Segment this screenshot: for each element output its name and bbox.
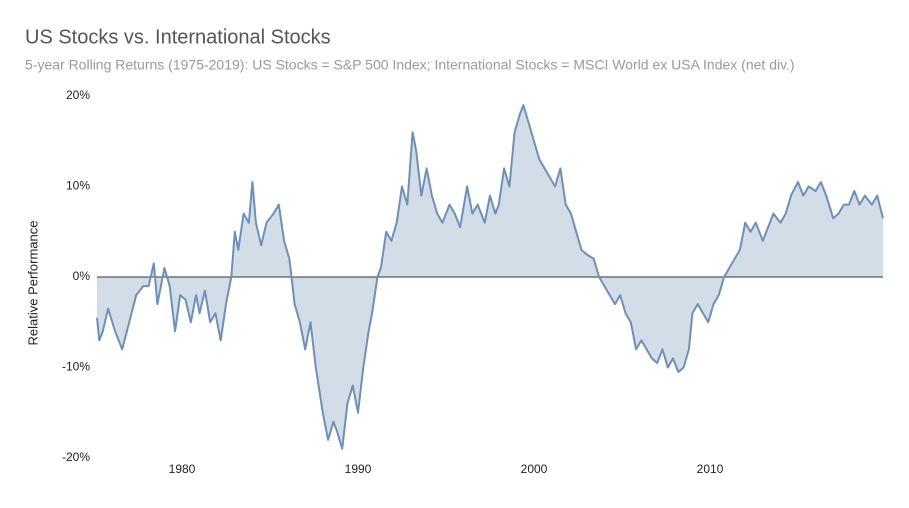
x-tick-label: 2000 (521, 462, 548, 476)
y-tick-label: 0% (73, 269, 91, 283)
chart-title: US Stocks vs. International Stocks (25, 26, 331, 48)
y-tick-label: -20% (62, 450, 90, 464)
chart-subtitle: 5-year Rolling Returns (1975-2019): US S… (25, 57, 795, 73)
x-tick-label: 1990 (345, 462, 372, 476)
y-tick-label: -10% (62, 360, 90, 374)
x-tick-label: 2010 (697, 462, 724, 476)
y-tick-label: 20% (66, 88, 90, 102)
line (96, 104, 884, 450)
y-tick-label: 10% (66, 179, 90, 193)
y-axis-label: Relative Performance (25, 221, 40, 346)
x-tick-label: 1980 (169, 462, 196, 476)
